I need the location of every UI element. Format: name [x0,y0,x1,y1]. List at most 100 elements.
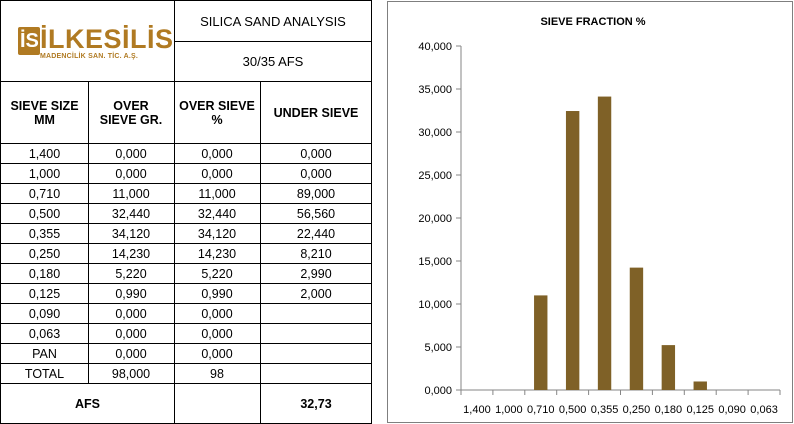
bar [565,111,580,391]
y-tick-label: 20,000 [418,213,452,225]
row-sieve-size: 0,355 [28,227,61,241]
x-tick-label: 0,710 [527,404,555,416]
row-under-sieve: 22,440 [296,227,336,241]
row-over-sieve-pct: 0,000 [201,347,233,361]
table-rule [0,203,372,204]
row-sieve-size: 0,063 [28,327,61,341]
row-over-sieve-gr: 32,440 [111,207,151,221]
report-grade: 30/35 AFS [242,53,304,69]
table-rule [260,81,261,424]
row-sieve-size: 1,400 [28,147,61,161]
row-sieve-size: 0,500 [28,207,61,221]
table-rule [0,383,372,384]
table-rule [174,41,372,42]
row-over-sieve-gr: 34,120 [111,227,151,241]
x-tick-label: 0,355 [591,404,619,416]
row-over-sieve-pct: 11,000 [198,187,236,201]
row-under-sieve: 89,000 [296,187,336,201]
bar [693,381,707,390]
row-under-sieve: 0,000 [300,147,332,161]
table-rule [0,263,372,264]
row-sieve-size: 0,180 [28,267,61,281]
table-rule [0,243,372,244]
chart-title: SIEVE FRACTION % [540,16,645,28]
row-over-sieve-pct: 98 [210,367,224,381]
row-under-sieve [260,304,372,324]
row-over-sieve-pct: 0,000 [201,147,233,161]
row-over-sieve-pct: 34,120 [197,227,237,241]
x-tick-label: 0,063 [750,404,778,416]
report-title: SILICA SAND ANALYSIS [200,13,346,29]
y-tick-label: 5,000 [424,342,452,354]
row-under-sieve: 0,000 [300,167,332,181]
table-rule [0,81,372,82]
y-tick-label: 25,000 [418,170,452,182]
x-tick-label: 1,400 [463,404,491,416]
logo-subtitle: MADENCİLİK SAN. TİC. A.Ş. [40,53,139,60]
table-rule [0,223,372,224]
row-under-sieve: 56,560 [296,207,336,221]
table-rule [0,183,372,184]
row-over-sieve-pct: 32,440 [197,207,237,221]
x-tick-label: 0,090 [718,404,746,416]
row-over-sieve-gr: 5,220 [115,267,147,281]
row-sieve-size: 0,090 [28,307,61,321]
header-over-sieve-gr: OVER SIEVE GR. [99,99,163,127]
bar [661,345,676,390]
header-under-sieve: UNDER SIEVE [273,106,359,120]
table-rule [0,323,372,324]
logo-badge-icon: İS [18,27,40,55]
y-tick-label: 30,000 [418,127,452,139]
table-rule [0,283,372,284]
row-sieve-size: 1,000 [28,167,61,181]
y-tick-label: 40,000 [418,41,452,53]
row-sieve-size: 0,125 [28,287,61,301]
row-under-sieve: 2,990 [300,267,332,281]
logo-wordmark: İLKESİLİS [40,24,174,54]
row-under-sieve [260,344,372,364]
table-rule [0,0,1,424]
chart-svg: SIEVE FRACTION % 0,000 5,000 10,000 15,000 20… [418,16,781,416]
table-rule [0,363,372,364]
bar [534,295,548,390]
row-over-sieve-pct: 0,000 [201,307,233,321]
x-tick-label: 0,125 [686,404,714,416]
row-over-sieve-pct: 14,230 [197,247,237,261]
row-under-sieve: 8,210 [300,247,332,261]
sieve-fraction-chart: SIEVE FRACTION % 0,000 5,000 10,000 15,000 20… [387,1,793,423]
row-under-sieve [260,364,372,384]
row-over-sieve-gr: 0,000 [115,147,147,161]
table-rule [0,0,372,1]
row-over-sieve-gr: 0,990 [115,287,147,301]
row-over-sieve-gr: 14,230 [111,247,151,261]
sieve-analysis-table: İS İLKESİLİS MADENCİLİK SAN. TİC. A.Ş. S… [0,0,372,424]
row-over-sieve-gr: 0,000 [115,307,147,321]
table-rule [0,303,372,304]
row-under-sieve [260,324,372,344]
x-tick-label: 1,000 [495,404,523,416]
row-sieve-size: 0,710 [28,187,61,201]
row-sieve-size: 0,250 [28,247,61,261]
row-over-sieve-pct: 5,220 [201,267,233,281]
table-rule [371,0,372,424]
header-over-sieve-pct: OVER SIEVE % [179,99,255,127]
x-tick-label: 0,250 [623,404,651,416]
y-tick-label: 35,000 [418,84,452,96]
table-rule [174,0,175,424]
x-tick-label: 0,180 [655,404,683,416]
bar [629,267,644,390]
row-under-sieve: 2,000 [300,287,332,301]
table-rule [88,81,89,384]
table-rule [0,143,372,144]
table-rule [0,163,372,164]
row-over-sieve-gr: 0,000 [115,167,147,181]
afs-label: AFS [75,396,100,411]
company-logo: İS İLKESİLİS MADENCİLİK SAN. TİC. A.Ş. [18,25,173,60]
x-tick-label: 0,500 [559,404,587,416]
table-rule [0,343,372,344]
row-sieve-size: PAN [32,347,57,361]
row-sieve-size: TOTAL [24,367,65,381]
row-over-sieve-gr: 0,000 [115,327,147,341]
row-over-sieve-pct: 0,000 [201,167,233,181]
header-sieve-size: SIEVE SIZE MM [10,99,79,127]
